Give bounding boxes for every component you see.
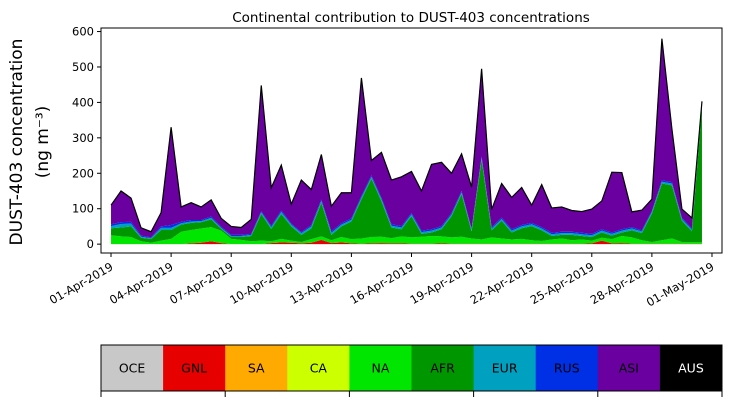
legend-label-afr: AFR <box>430 361 455 376</box>
x-tick-label: 25-Apr-2019 <box>528 259 597 307</box>
y-axis-label-line1: DUST-403 concentration <box>7 39 27 246</box>
y-tick-label: 600 <box>72 25 94 39</box>
y-tick-label: 100 <box>72 202 94 216</box>
x-axis: 01-Apr-201904-Apr-201907-Apr-201910-Apr-… <box>47 253 717 309</box>
x-tick-label: 01-Apr-2019 <box>47 259 116 307</box>
y-tick-label: 0 <box>87 237 94 251</box>
x-tick-label: 22-Apr-2019 <box>468 259 537 307</box>
legend-label-ca: CA <box>310 361 328 376</box>
legend-label-aus: AUS <box>678 361 704 376</box>
y-tick-label: 300 <box>72 131 94 145</box>
legend-colorbar: OCE GNL SA CA NA AFR EUR RUS ASI AUS <box>100 344 723 397</box>
legend-swatch-gnl <box>163 345 226 391</box>
y-tick-label: 500 <box>72 60 94 74</box>
y-axis-label: DUST-403 concentration (ng m⁻³) <box>7 39 53 246</box>
x-tick-label: 16-Apr-2019 <box>347 259 416 307</box>
x-tick-label: 01-May-2019 <box>644 259 717 309</box>
total-outline <box>110 38 703 233</box>
x-tick-label: 19-Apr-2019 <box>408 259 477 307</box>
area-na <box>111 227 702 245</box>
legend-swatch-na <box>349 345 412 391</box>
legend-swatch-sa <box>225 345 288 391</box>
legend-swatch-eur <box>473 345 537 391</box>
y-tick-label: 200 <box>72 166 94 180</box>
x-tick-label: 10-Apr-2019 <box>227 259 296 307</box>
y-tick-label: 400 <box>72 95 94 109</box>
stacked-areas <box>111 38 702 245</box>
legend-label-na: NA <box>371 361 389 376</box>
legend-swatch-asi <box>597 345 661 391</box>
legend-swatch-aus <box>659 345 723 391</box>
legend-swatch-rus <box>535 345 599 391</box>
x-tick-label: 04-Apr-2019 <box>107 259 176 307</box>
area-asi <box>111 38 702 238</box>
legend-label-sa: SA <box>248 361 265 376</box>
legend-swatch-oce <box>101 345 164 391</box>
x-tick-label: 07-Apr-2019 <box>167 259 236 307</box>
legend-label-gnl: GNL <box>181 361 207 376</box>
legend-label-asi: ASI <box>619 361 639 376</box>
legend-label-oce: OCE <box>119 361 146 376</box>
x-tick-label: 13-Apr-2019 <box>287 259 356 307</box>
y-axis: 0 100 200 300 400 500 600 <box>72 25 101 251</box>
legend-label-rus: RUS <box>554 361 580 376</box>
legend-swatch-ca <box>287 345 350 391</box>
y-axis-label-line2: (ng m⁻³) <box>33 106 53 179</box>
chart-title: Continental contribution to DUST-403 con… <box>232 10 590 26</box>
legend-swatch-afr <box>411 345 475 391</box>
legend-label-eur: EUR <box>492 361 518 376</box>
legend-frame <box>100 344 723 392</box>
